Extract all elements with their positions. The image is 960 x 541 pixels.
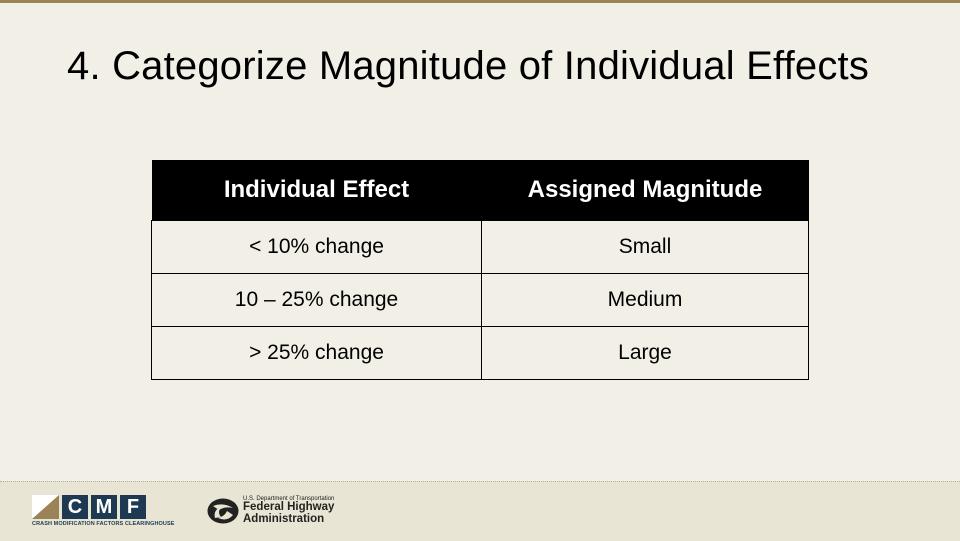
magnitude-cell: Small: [481, 220, 809, 274]
cmf-logo: C M F CRASH MODIFICATION FACTORS CLEARIN…: [32, 495, 175, 527]
cmf-subtitle: CRASH MODIFICATION FACTORS CLEARINGHOUSE: [32, 521, 175, 527]
table-row: > 25% change Large: [151, 326, 809, 380]
effect-cell: 10 – 25% change: [151, 273, 482, 327]
cmf-letter-m: M: [91, 495, 117, 519]
magnitude-cell: Medium: [481, 273, 809, 327]
top-accent-bar: [0, 0, 960, 3]
effect-cell: > 25% change: [151, 326, 482, 380]
table-row: 10 – 25% change Medium: [151, 273, 809, 327]
cmf-triangle-icon: [32, 495, 59, 519]
fhwa-name-line1: Federal Highway: [243, 501, 335, 513]
magnitude-cell: Large: [481, 326, 809, 380]
table-row: < 10% change Small: [151, 220, 809, 274]
slide-title: 4. Categorize Magnitude of Individual Ef…: [67, 44, 870, 88]
cmf-letter-f: F: [120, 495, 146, 519]
footer: [0, 481, 960, 541]
header-individual-effect: Individual Effect: [151, 160, 482, 221]
table-header-row: Individual Effect Assigned Magnitude: [151, 160, 809, 221]
dot-tri-swirl-icon: [207, 498, 239, 523]
fhwa-logo: U.S. Department of Transportation Federa…: [207, 496, 334, 525]
fhwa-dept-line: U.S. Department of Transportation: [243, 496, 335, 502]
header-assigned-magnitude: Assigned Magnitude: [481, 160, 809, 221]
magnitude-table: Individual Effect Assigned Magnitude < 1…: [151, 160, 809, 380]
cmf-letter-c: C: [62, 495, 88, 519]
fhwa-name-line2: Administration: [243, 512, 325, 525]
effect-cell: < 10% change: [151, 220, 482, 274]
